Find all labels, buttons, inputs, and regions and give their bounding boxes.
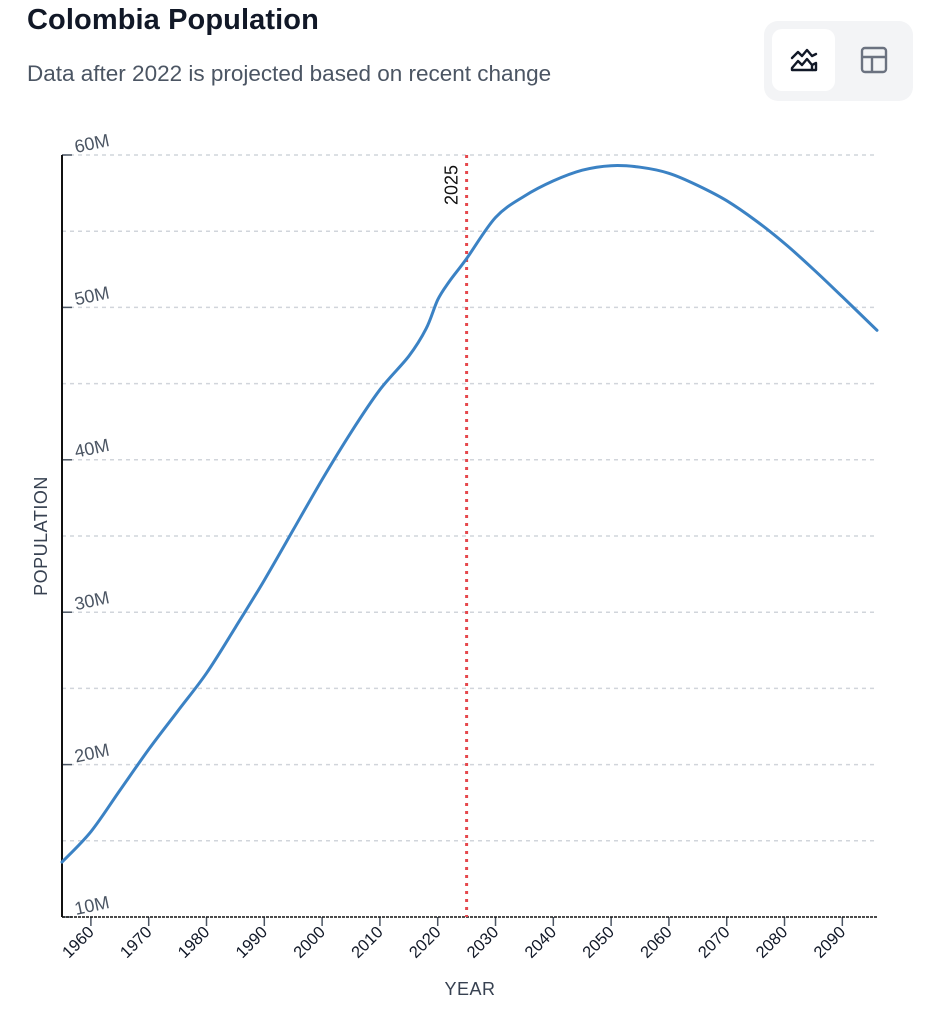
y-axis-title: POPULATION bbox=[31, 476, 51, 596]
y-tick-label: 60M bbox=[73, 130, 111, 157]
y-tick-label: 20M bbox=[73, 740, 111, 767]
x-tick-label: 1970 bbox=[117, 923, 156, 962]
x-tick-label: 1990 bbox=[232, 923, 271, 962]
y-axis-ticks: 10M 20M 30M 40M 50M 60M bbox=[62, 130, 111, 919]
page-title: Colombia Population bbox=[27, 4, 319, 36]
x-tick-label: 2010 bbox=[348, 923, 387, 962]
x-tick-label: 2000 bbox=[290, 923, 329, 962]
table-view-button[interactable] bbox=[842, 29, 905, 91]
y-tick-label: 30M bbox=[73, 587, 111, 614]
y-tick-label: 10M bbox=[73, 892, 111, 919]
table-icon bbox=[860, 46, 887, 74]
view-toggle bbox=[764, 21, 913, 101]
y-tick-label: 50M bbox=[73, 282, 111, 309]
grid-lines bbox=[62, 154, 877, 842]
x-tick-label: 2080 bbox=[753, 923, 792, 962]
chart-view-button[interactable] bbox=[772, 29, 835, 91]
x-tick-label: 2090 bbox=[810, 923, 849, 962]
x-tick-label: 2060 bbox=[637, 923, 676, 962]
x-tick-label: 2020 bbox=[406, 923, 445, 962]
x-tick-label: 2050 bbox=[579, 923, 618, 962]
y-tick-label: 40M bbox=[73, 435, 111, 462]
x-tick-label: 1980 bbox=[175, 923, 214, 962]
x-axis-title: YEAR bbox=[444, 979, 495, 999]
x-tick-label: 2040 bbox=[521, 923, 560, 962]
projection-marker-label: 2025 bbox=[442, 165, 462, 205]
area-chart-icon bbox=[790, 48, 817, 72]
x-axis-ticks: 1960 1970 1980 1990 2000 2010 2020 2030 2040 2050… bbox=[59, 917, 849, 962]
x-tick-label: 2030 bbox=[464, 923, 503, 962]
x-tick-label: 1960 bbox=[59, 923, 98, 962]
page-subtitle: Data after 2022 is projected based on re… bbox=[27, 61, 552, 86]
population-series-line bbox=[60, 164, 879, 864]
x-tick-label: 2070 bbox=[695, 923, 734, 962]
